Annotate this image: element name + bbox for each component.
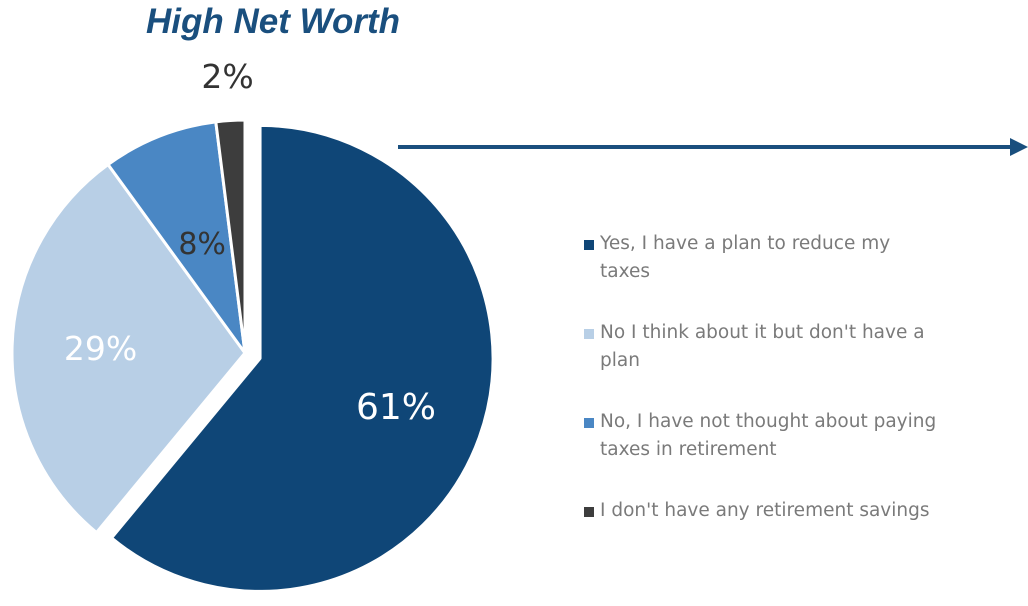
- legend: Yes, I have a plan to reduce my taxes No …: [584, 230, 984, 586]
- legend-swatch: [584, 507, 594, 517]
- legend-item-1: Yes, I have a plan to reduce my taxes: [584, 230, 984, 286]
- data-label-1: 61%: [356, 387, 436, 428]
- pie-slice-2: [10, 162, 247, 535]
- legend-swatch: [584, 418, 594, 428]
- data-label-3: 8%: [178, 227, 226, 262]
- legend-swatch: [584, 329, 594, 339]
- legend-item-4: I don't have any retirement savings: [584, 497, 984, 553]
- legend-label: No, I have not thought about paying taxe…: [600, 411, 937, 460]
- data-label-2: 29%: [64, 329, 137, 368]
- legend-label: I don't have any retirement savings: [600, 500, 930, 521]
- pie-slice-1: [110, 123, 495, 593]
- arrow: [398, 138, 1028, 156]
- legend-swatch: [584, 240, 594, 250]
- legend-label: Yes, I have a plan to reduce my taxes: [600, 233, 891, 282]
- chart-title: High Net Worth: [145, 2, 401, 41]
- legend-label: No I think about it but don't have a pla…: [600, 322, 925, 371]
- pie-slice-4: [214, 118, 247, 355]
- legend-item-2: No I think about it but don't have a pla…: [584, 319, 984, 375]
- data-label-4: 2%: [201, 57, 253, 96]
- legend-item-3: No, I have not thought about paying taxe…: [584, 408, 984, 464]
- pie-slice-3: [106, 120, 247, 355]
